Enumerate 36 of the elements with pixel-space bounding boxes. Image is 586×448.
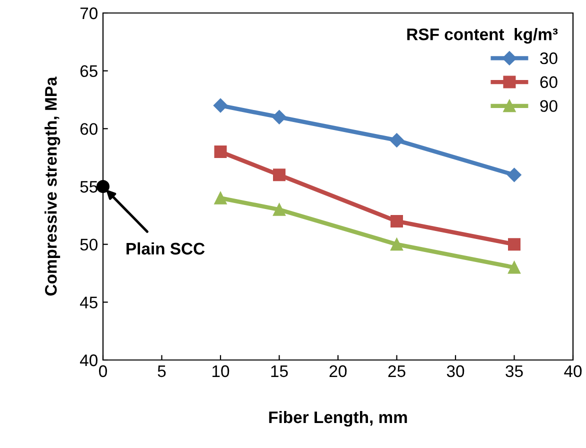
point xyxy=(390,214,403,228)
point xyxy=(390,133,404,148)
legend-label: 90 xyxy=(540,100,558,112)
x-tick-label: 0 xyxy=(99,365,107,378)
y-tick-label: 40 xyxy=(80,354,98,366)
x-tick-label: 35 xyxy=(506,365,523,378)
y-tick-label: 50 xyxy=(80,238,98,251)
legend-label: 60 xyxy=(540,76,558,88)
x-tick-label: 10 xyxy=(212,365,230,378)
point xyxy=(213,98,228,113)
x-tick-label: 40 xyxy=(564,365,582,378)
point xyxy=(273,203,286,216)
x-tick-label: 25 xyxy=(388,365,406,378)
point xyxy=(508,238,520,251)
y-tick-label: 45 xyxy=(80,296,98,308)
point xyxy=(214,146,227,158)
point xyxy=(508,261,520,274)
y-tick-label: 55 xyxy=(80,181,98,193)
x-tick-label: 20 xyxy=(330,365,347,378)
y-tick-label: 70 xyxy=(80,7,98,20)
legend-title: RSF content kg/m³ xyxy=(407,28,558,44)
point xyxy=(273,168,286,182)
y-tick-label: 65 xyxy=(80,65,98,78)
x-axis-title: Fiber Length, mm xyxy=(269,410,407,427)
point xyxy=(272,110,286,124)
point xyxy=(507,168,522,182)
y-tick-label: 60 xyxy=(80,123,98,135)
y-axis-title: Compressive strength, MPa xyxy=(44,76,60,296)
point xyxy=(390,238,403,251)
point xyxy=(214,192,227,204)
x-tick-label: 15 xyxy=(271,365,288,378)
x-tick-label: 30 xyxy=(446,365,464,378)
point xyxy=(96,180,110,194)
x-tick-label: 5 xyxy=(158,365,166,378)
legend-label: 30 xyxy=(540,52,558,64)
annotation: Plain SCC xyxy=(126,242,205,255)
